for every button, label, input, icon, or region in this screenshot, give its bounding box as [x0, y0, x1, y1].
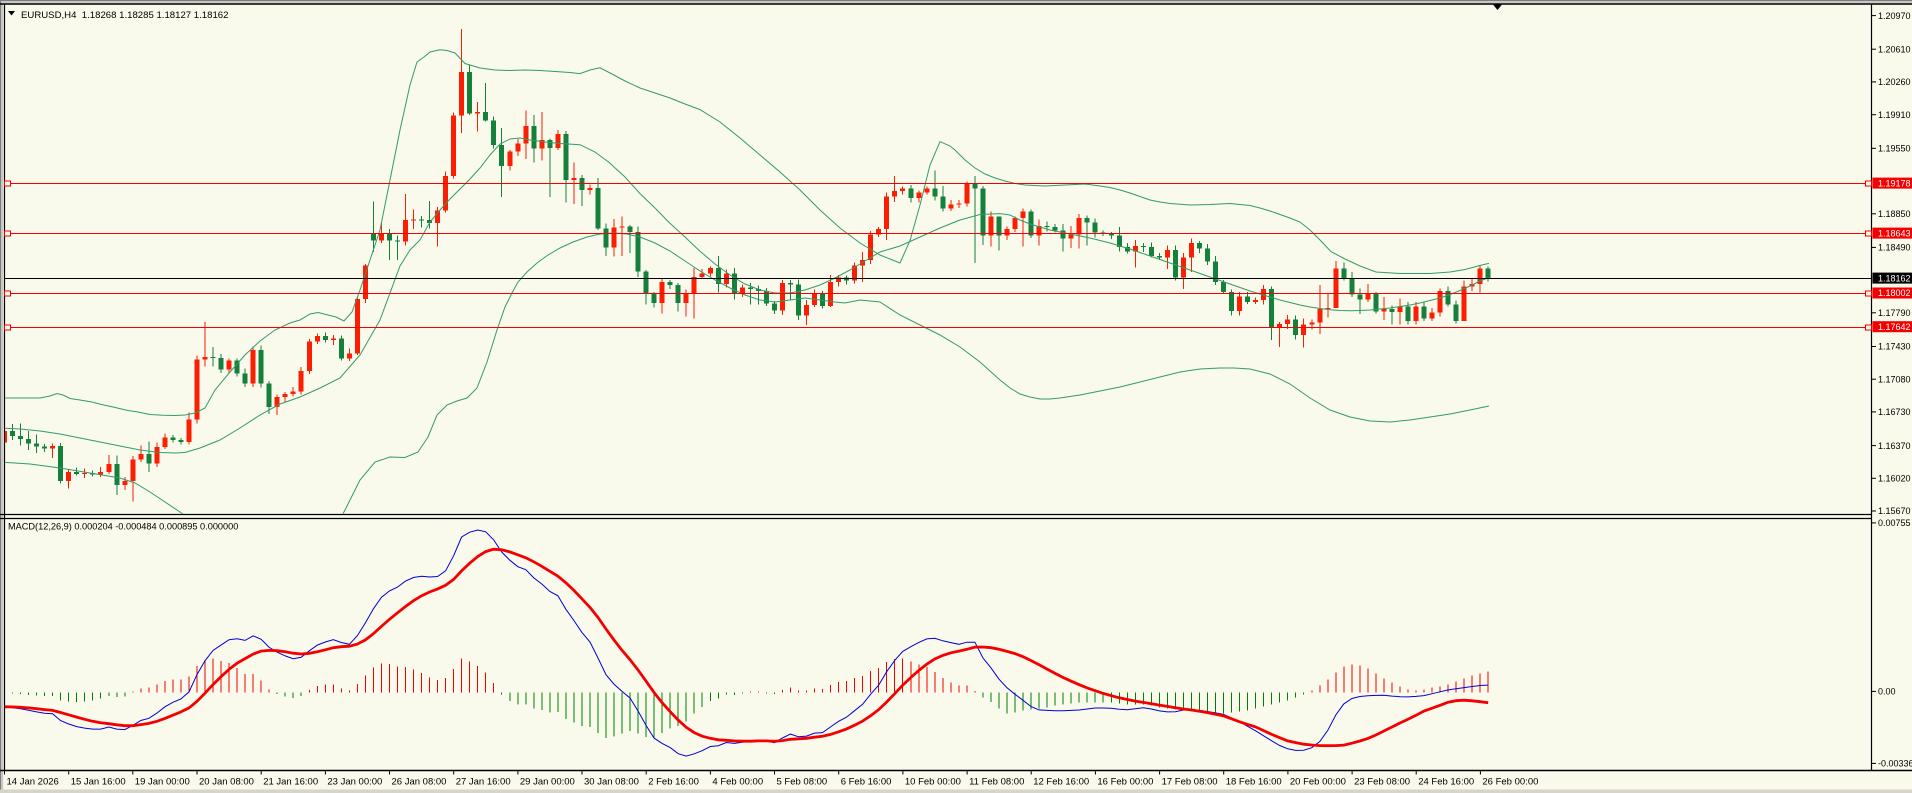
svg-text:6 Feb 16:00: 6 Feb 16:00 — [841, 777, 892, 788]
svg-text:4 Feb 00:00: 4 Feb 00:00 — [712, 777, 763, 788]
svg-text:2 Feb 16:00: 2 Feb 16:00 — [648, 777, 699, 788]
svg-text:15 Jan 16:00: 15 Jan 16:00 — [71, 777, 126, 788]
svg-text:27 Jan 16:00: 27 Jan 16:00 — [456, 777, 511, 788]
svg-text:1.18643: 1.18643 — [1878, 228, 1911, 238]
svg-text:23 Jan 00:00: 23 Jan 00:00 — [327, 777, 382, 788]
svg-text:1.19910: 1.19910 — [1878, 110, 1911, 120]
svg-text:1.18162: 1.18162 — [1878, 273, 1911, 283]
svg-text:1.19550: 1.19550 — [1878, 144, 1911, 154]
svg-text:1.16370: 1.16370 — [1878, 441, 1911, 451]
svg-text:20 Jan 08:00: 20 Jan 08:00 — [199, 777, 254, 788]
svg-text:1.18002: 1.18002 — [1878, 288, 1911, 298]
svg-text:1.18850: 1.18850 — [1878, 209, 1911, 219]
svg-text:16 Feb 00:00: 16 Feb 00:00 — [1097, 777, 1153, 788]
svg-text:1.17642: 1.17642 — [1878, 322, 1911, 332]
svg-text:30 Jan 08:00: 30 Jan 08:00 — [584, 777, 639, 788]
svg-text:1.20970: 1.20970 — [1878, 11, 1911, 21]
svg-text:1.17430: 1.17430 — [1878, 342, 1911, 352]
svg-text:1.18490: 1.18490 — [1878, 243, 1911, 253]
svg-text:1.20260: 1.20260 — [1878, 77, 1911, 87]
svg-text:-0.00336: -0.00336 — [1878, 759, 1912, 769]
svg-text:0.00: 0.00 — [1878, 687, 1896, 697]
svg-text:1.17080: 1.17080 — [1878, 374, 1911, 384]
svg-text:26 Feb 00:00: 26 Feb 00:00 — [1482, 777, 1538, 788]
svg-text:18 Feb 16:00: 18 Feb 16:00 — [1226, 777, 1282, 788]
svg-text:14 Jan 2026: 14 Jan 2026 — [7, 777, 59, 788]
svg-text:19 Jan 00:00: 19 Jan 00:00 — [135, 777, 190, 788]
svg-text:11 Feb 08:00: 11 Feb 08:00 — [969, 777, 1024, 788]
svg-text:MACD(12,26,9) 0.000204 -0.0004: MACD(12,26,9) 0.000204 -0.000484 0.00089… — [8, 522, 238, 532]
svg-text:26 Jan 08:00: 26 Jan 08:00 — [392, 777, 447, 788]
svg-text:EURUSD,H4 1.18268 1.18285 1.1: EURUSD,H4 1.18268 1.18285 1.18127 1.1816… — [21, 10, 228, 21]
svg-text:1.20610: 1.20610 — [1878, 44, 1911, 54]
svg-text:29 Jan 00:00: 29 Jan 00:00 — [520, 777, 575, 788]
svg-text:5 Feb 08:00: 5 Feb 08:00 — [777, 777, 828, 788]
svg-text:1.17790: 1.17790 — [1878, 308, 1911, 318]
svg-text:1.16020: 1.16020 — [1878, 474, 1911, 484]
svg-text:1.19178: 1.19178 — [1878, 178, 1911, 188]
svg-text:21 Jan 16:00: 21 Jan 16:00 — [263, 777, 318, 788]
svg-text:17 Feb 08:00: 17 Feb 08:00 — [1162, 777, 1218, 788]
svg-text:20 Feb 00:00: 20 Feb 00:00 — [1290, 777, 1346, 788]
svg-text:10 Feb 00:00: 10 Feb 00:00 — [905, 777, 961, 788]
svg-text:1.15670: 1.15670 — [1878, 506, 1911, 516]
svg-text:12 Feb 16:00: 12 Feb 16:00 — [1033, 777, 1089, 788]
svg-text:24 Feb 16:00: 24 Feb 16:00 — [1418, 777, 1474, 788]
svg-text:0.00755: 0.00755 — [1878, 518, 1911, 528]
svg-text:23 Feb 08:00: 23 Feb 08:00 — [1354, 777, 1410, 788]
svg-text:1.16730: 1.16730 — [1878, 407, 1911, 417]
